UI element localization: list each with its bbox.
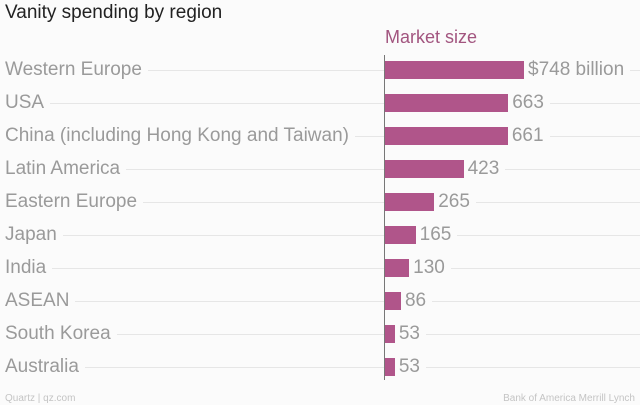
- bar: [385, 292, 401, 310]
- value-label: $748 billion: [524, 59, 631, 81]
- value-label: 53: [394, 323, 426, 345]
- category-label: Latin America: [5, 158, 127, 180]
- gridline: [5, 235, 640, 236]
- value-label: 53: [394, 356, 426, 378]
- value-label: 86: [400, 290, 433, 312]
- bar: [385, 94, 509, 112]
- category-label: South Korea: [5, 323, 117, 345]
- chart-title: Vanity spending by region: [5, 2, 223, 23]
- value-label: 130: [409, 257, 451, 279]
- bar-row: USA 663: [0, 87, 640, 120]
- bar-row: Australia 53: [0, 351, 640, 384]
- axis-line: [384, 55, 385, 380]
- bar-row: China (including Hong Kong and Taiwan) 6…: [0, 120, 640, 153]
- category-label: China (including Hong Kong and Taiwan): [5, 125, 355, 147]
- gridline: [5, 202, 640, 203]
- gridline: [5, 169, 640, 170]
- footer-source: Bank of America Merrill Lynch: [503, 393, 635, 404]
- category-label: Australia: [5, 356, 85, 378]
- gridline: [5, 268, 640, 269]
- bar: [385, 61, 524, 79]
- value-label: 165: [415, 224, 458, 246]
- footer-credit: Quartz | qz.com: [5, 393, 76, 404]
- bar: [385, 358, 395, 376]
- bar-row: Eastern Europe 265: [0, 186, 640, 219]
- category-label: ASEAN: [5, 290, 76, 312]
- series-header: Market size: [385, 27, 478, 47]
- bar: [385, 226, 416, 244]
- bar-row: Japan 165: [0, 219, 640, 252]
- value-label: 265: [434, 191, 476, 213]
- bar-row: South Korea 53: [0, 318, 640, 351]
- category-label: USA: [5, 92, 51, 114]
- bar-row: Western Europe $748 billion: [0, 54, 640, 87]
- bar: [385, 127, 508, 145]
- bar: [385, 193, 435, 211]
- gridline: [5, 334, 640, 335]
- gridline: [5, 367, 640, 368]
- bar-row: ASEAN 86: [0, 285, 640, 318]
- category-label: Japan: [5, 224, 63, 246]
- gridline: [5, 301, 640, 302]
- gridline: [5, 70, 640, 71]
- category-label: Western Europe: [5, 59, 148, 81]
- bar: [385, 325, 395, 343]
- category-label: India: [5, 257, 53, 279]
- category-label: Eastern Europe: [5, 191, 144, 213]
- value-label: 663: [508, 92, 550, 114]
- bar-row: Latin America 423: [0, 153, 640, 186]
- value-label: 661: [507, 125, 550, 147]
- value-label: 423: [463, 158, 506, 180]
- bar: [385, 160, 464, 178]
- bar-row: India 130: [0, 252, 640, 285]
- gridline: [5, 103, 640, 104]
- bar: [385, 259, 410, 277]
